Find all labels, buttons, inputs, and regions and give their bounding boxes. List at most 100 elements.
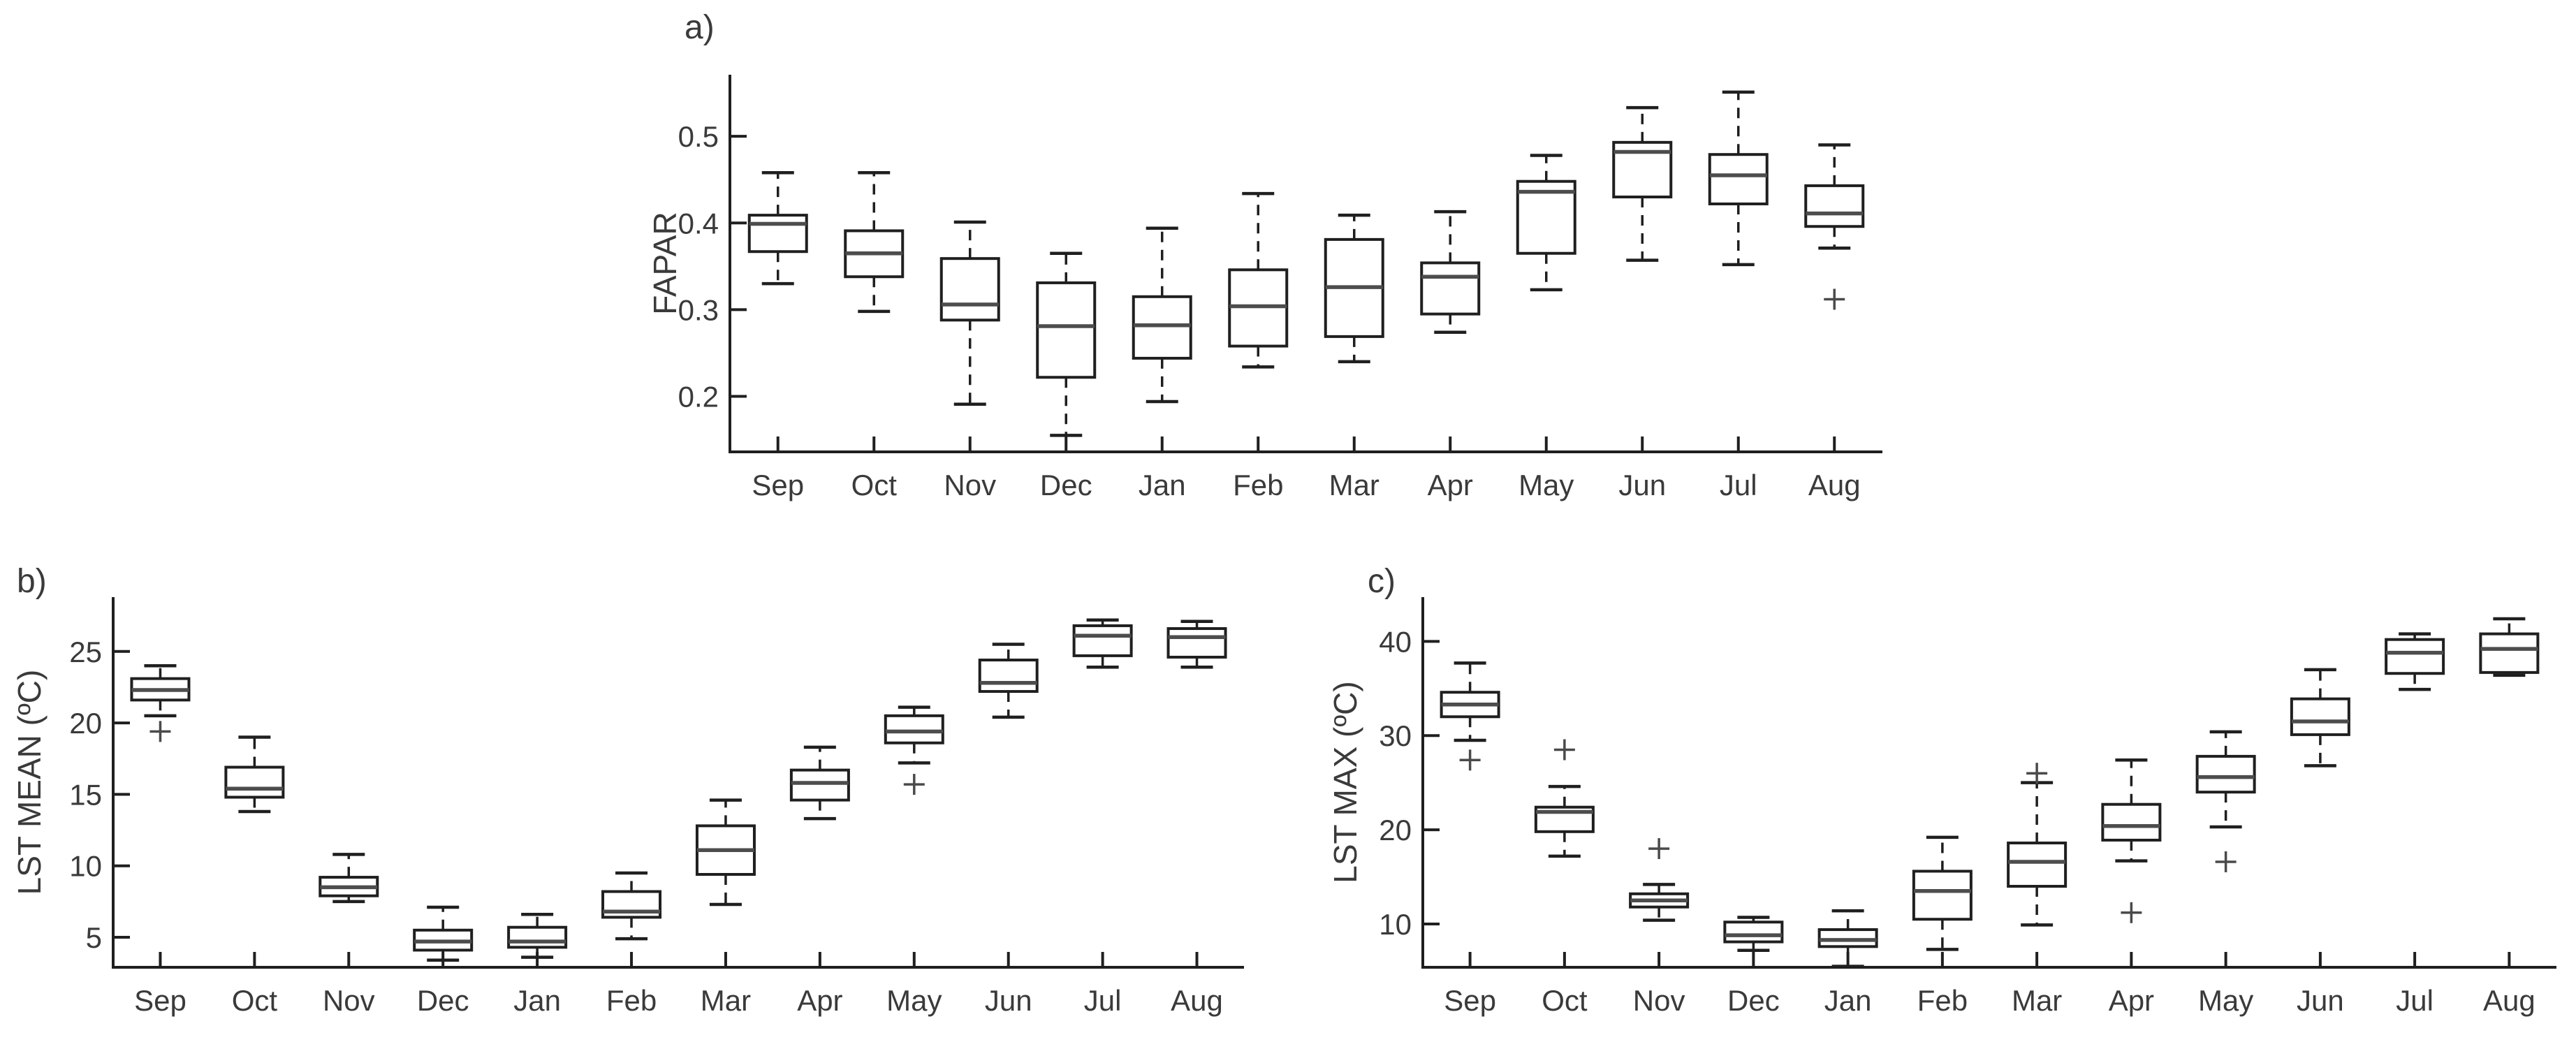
y-tick-label: 5 [86,921,102,954]
iqr-box [2479,632,2540,674]
a-box-jul [1708,90,1769,267]
b-box-jan [507,913,568,959]
y-axis-label: LST MAX (ºC) [1327,681,1363,883]
b-box-oct [224,735,285,814]
iqr-box [1072,624,1133,657]
c-box-aug [2479,617,2540,677]
iqr-box [1912,870,1973,921]
x-tick-label: Feb [606,984,657,1017]
x-tick-label: Nov [1633,984,1685,1017]
iqr-box [1420,261,1481,316]
x-tick-label: Mar [701,984,751,1017]
x-tick-label: Jun [1618,469,1666,501]
x-tick-label: Apr [1428,469,1473,501]
x-tick-label: Nov [323,984,375,1017]
a-box-jun [1612,105,1673,262]
c-box-may [2195,730,2256,872]
x-tick-label: Jan [1824,984,1872,1017]
x-tick-label: Sep [1444,984,1496,1017]
b-box-apr [789,745,850,821]
iqr-box [1132,295,1192,360]
iqr-box [1036,281,1097,379]
iqr-box [2195,754,2256,794]
iqr-box [2101,802,2162,842]
x-tick-label: Oct [1542,984,1588,1017]
x-tick-label: Feb [1917,984,1968,1017]
a-box-feb [1228,191,1289,369]
y-tick-label: 25 [69,636,102,668]
x-tick-label: Jun [2297,984,2344,1017]
c-box-dec [1723,916,1784,952]
b-box-jul [1072,618,1133,669]
x-tick-label: Dec [1040,469,1092,501]
x-tick-label: Apr [797,984,842,1017]
x-tick-label: Jul [1720,469,1757,501]
x-tick-label: Jul [1084,984,1122,1017]
x-tick-label: Mar [2012,984,2062,1017]
a-box-mar [1324,213,1384,364]
c-box-nov [1629,838,1690,922]
iqr-box [1166,627,1227,659]
iqr-box [1723,920,1784,944]
b-box-feb [601,871,662,941]
y-tick-label: 10 [1379,908,1412,941]
a-box-may [1516,154,1576,292]
a-box-jan [1132,226,1192,404]
x-tick-label: Oct [232,984,278,1017]
x-tick-label: Nov [944,469,996,501]
iqr-box [789,768,850,802]
y-tick-label: 15 [69,778,102,811]
panel-label: a) [685,9,715,46]
y-tick-label: 10 [69,850,102,883]
x-tick-label: Dec [1727,984,1780,1017]
iqr-box [747,214,808,254]
y-tick-label: 20 [1379,814,1412,846]
x-tick-label: Aug [1171,984,1223,1017]
panel-c: 10 20 30 40 Sep Oct Nov Dec Jan Feb Mar Apr May Jun Ju… [1327,563,2556,1017]
x-tick-label: May [886,984,942,1017]
x-tick-label: Apr [2109,984,2154,1017]
y-tick-label: 0.4 [678,207,719,240]
y-tick-label: 0.3 [678,293,719,326]
panel-a: 0.2 0.3 0.4 0.5 Sep Oct Nov Dec Jan Feb Mar Apr May J… [647,9,1882,501]
x-tick-label: Sep [134,984,186,1017]
iqr-box [2007,841,2068,888]
iqr-box [978,659,1039,694]
c-box-jun [2290,668,2350,768]
iqr-box [2385,638,2445,675]
a-box-apr [1420,210,1481,334]
b-box-aug [1166,619,1227,669]
c-box-mar [2007,763,2068,927]
x-tick-label: Mar [1329,469,1380,501]
c-box-jan [1817,909,1878,968]
a-box-dec [1036,251,1097,437]
y-axis-label: FAPAR [647,212,683,314]
iqr-box [939,257,1000,322]
panel-b: 5 10 15 20 25 Sep Oct Nov Dec Jan Feb Mar Apr May Jun J… [11,563,1244,1017]
iqr-box [507,925,568,949]
c-box-feb [1912,835,1973,951]
x-tick-label: Oct [851,469,898,501]
b-box-nov [319,853,379,904]
iqr-box [2290,697,2350,736]
x-tick-label: Jul [2396,984,2434,1017]
x-tick-label: Dec [417,984,469,1017]
x-tick-label: Sep [752,469,804,501]
iqr-box [1804,184,1865,228]
panel-label: c) [1368,563,1396,600]
y-tick-label: 0.2 [678,381,719,413]
b-box-mar [695,798,756,907]
a-box-sep [747,171,808,286]
panel-label: b) [17,563,47,600]
b-box-jun [978,643,1039,719]
a-box-nov [939,220,1000,406]
y-tick-label: 0.5 [678,120,719,153]
y-tick-label: 20 [69,707,102,740]
x-tick-label: May [2198,984,2253,1017]
x-tick-label: Jan [513,984,561,1017]
x-tick-label: Aug [1808,469,1861,501]
x-tick-label: Jan [1139,469,1186,501]
b-box-sep [130,663,191,742]
